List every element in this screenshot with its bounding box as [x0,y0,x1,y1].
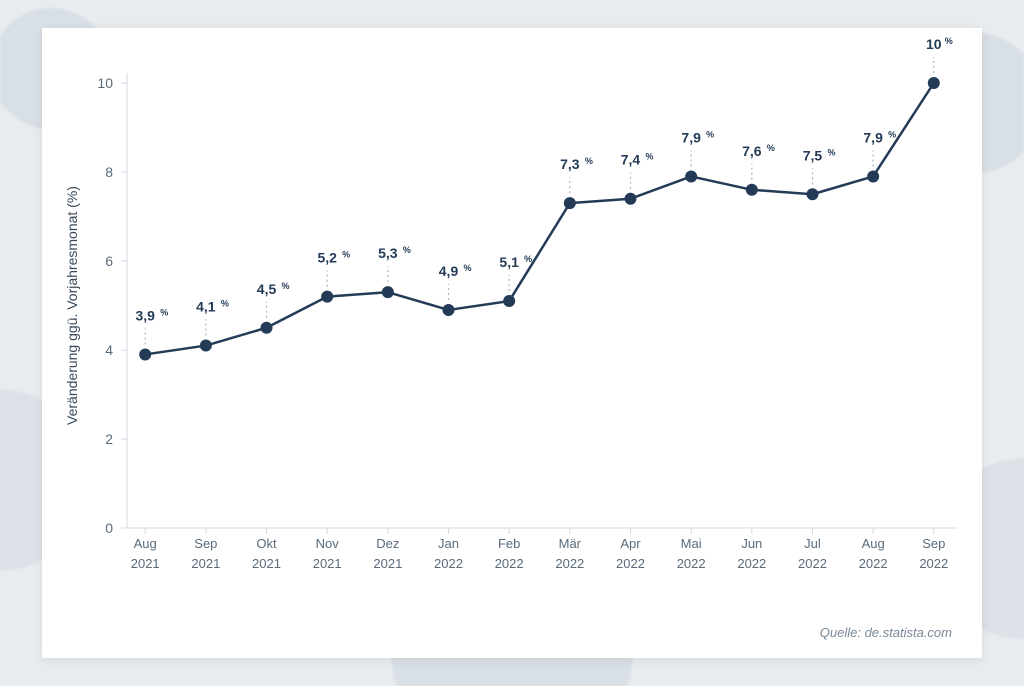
svg-text:7,9: 7,9 [681,129,701,145]
svg-text:%: % [585,156,593,166]
svg-text:2022: 2022 [798,556,827,571]
svg-text:Mai: Mai [681,536,702,551]
svg-text:3,9: 3,9 [135,307,155,323]
svg-text:2: 2 [105,431,113,447]
svg-text:5,3: 5,3 [378,245,398,261]
line-chart: 0 2 4 6 8 10 Veränderung ggü. Vorjahresmonat (… [42,28,982,658]
svg-text:2021: 2021 [252,556,281,571]
svg-text:7,5: 7,5 [803,147,823,163]
svg-text:%: % [160,307,168,317]
svg-text:%: % [403,245,411,255]
source-citation: Quelle: de.statista.com [820,625,952,640]
svg-text:7,6: 7,6 [742,143,762,159]
svg-text:Nov: Nov [316,536,340,551]
svg-text:%: % [645,152,653,162]
svg-text:2022: 2022 [859,556,888,571]
svg-text:Aug: Aug [862,536,885,551]
svg-text:4: 4 [105,342,113,358]
svg-text:%: % [945,36,953,46]
svg-text:2022: 2022 [677,556,706,571]
chart-card: 0 2 4 6 8 10 Veränderung ggü. Vorjahresmonat (… [42,28,982,658]
svg-text:2022: 2022 [434,556,463,571]
svg-text:2021: 2021 [131,556,160,571]
svg-text:0: 0 [105,520,113,536]
svg-text:%: % [221,299,229,309]
svg-text:Okt: Okt [256,536,277,551]
svg-text:2022: 2022 [555,556,584,571]
svg-text:2022: 2022 [616,556,645,571]
svg-text:%: % [282,281,290,291]
svg-text:5,1: 5,1 [499,254,519,270]
svg-text:2022: 2022 [737,556,766,571]
svg-text:5,2: 5,2 [317,250,337,266]
svg-text:Jul: Jul [804,536,821,551]
svg-text:%: % [342,250,350,260]
svg-text:4,5: 4,5 [257,281,277,297]
svg-text:%: % [888,129,896,139]
svg-text:2022: 2022 [919,556,948,571]
svg-text:Mär: Mär [559,536,582,551]
svg-text:%: % [464,263,472,273]
svg-text:7,4: 7,4 [621,152,641,168]
svg-text:7,3: 7,3 [560,156,580,172]
svg-text:%: % [767,143,775,153]
svg-text:8: 8 [105,164,113,180]
svg-text:2022: 2022 [495,556,524,571]
svg-text:Veränderung ggü. Vorjahresmona: Veränderung ggü. Vorjahresmonat (%) [64,186,80,425]
svg-text:7,9: 7,9 [863,129,883,145]
svg-text:Apr: Apr [620,536,641,551]
svg-text:%: % [827,147,835,157]
svg-text:Aug: Aug [134,536,157,551]
svg-text:Feb: Feb [498,536,520,551]
svg-text:4,9: 4,9 [439,263,459,279]
svg-text:10: 10 [926,36,942,52]
svg-text:%: % [524,254,532,264]
svg-text:Sep: Sep [922,536,945,551]
svg-text:Jan: Jan [438,536,459,551]
svg-text:Sep: Sep [194,536,217,551]
svg-text:Dez: Dez [376,536,399,551]
svg-text:2021: 2021 [313,556,342,571]
svg-text:10: 10 [97,75,113,91]
svg-text:%: % [706,129,714,139]
svg-text:2021: 2021 [191,556,220,571]
svg-text:6: 6 [105,253,113,269]
svg-text:4,1: 4,1 [196,299,216,315]
svg-text:Jun: Jun [741,536,762,551]
svg-text:2021: 2021 [373,556,402,571]
